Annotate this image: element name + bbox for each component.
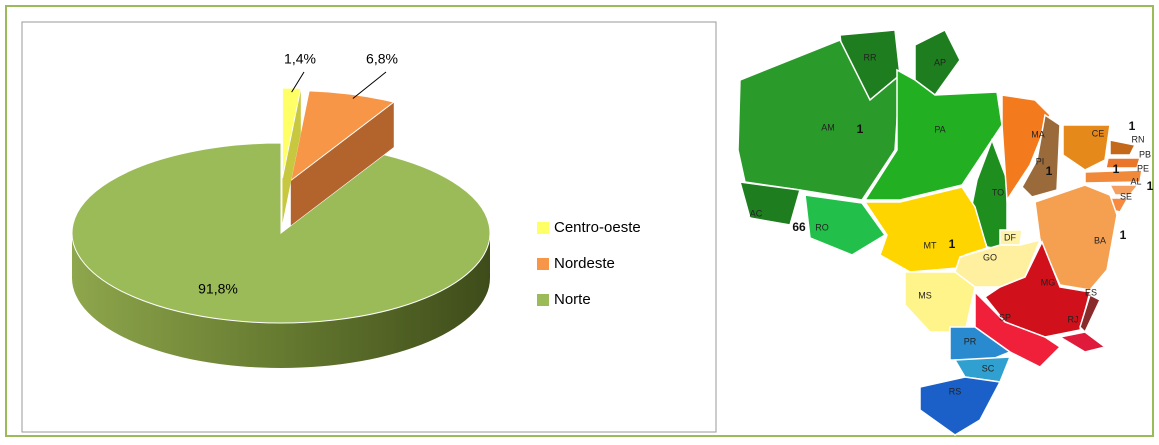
state-label: MS: [918, 290, 932, 300]
leader-line: [352, 71, 387, 99]
pie-side: [72, 233, 490, 368]
state: [738, 181, 801, 226]
state-label: SP: [999, 312, 1011, 322]
state: [1105, 157, 1142, 169]
state: [949, 326, 1012, 361]
state-label: GO: [983, 252, 997, 262]
data-label: 91,8%: [198, 281, 238, 297]
state-label: RR: [864, 52, 877, 62]
state-label: AP: [934, 57, 946, 67]
state-label: PE: [1137, 163, 1149, 173]
state-label: ES: [1085, 287, 1097, 297]
state-label: AL: [1130, 176, 1141, 186]
state-count: 66: [792, 220, 806, 234]
state-count: 1: [1147, 179, 1154, 193]
state: [904, 271, 976, 333]
state-count: 1: [1113, 162, 1120, 176]
state-label: SC: [982, 363, 995, 373]
state: [804, 194, 887, 256]
state: [1057, 331, 1107, 353]
state-label: PR: [964, 336, 977, 346]
state-count: 1: [949, 237, 956, 251]
legend-swatch: [537, 222, 549, 234]
state-count: 1: [1129, 119, 1136, 133]
state-label: PB: [1139, 149, 1151, 159]
data-label: 1,4%: [284, 51, 316, 67]
state: [1001, 94, 1051, 203]
state-count: 1: [1120, 228, 1127, 242]
state: [1084, 169, 1143, 184]
state-label: MG: [1041, 277, 1056, 287]
state-label: TO: [992, 187, 1004, 197]
pie-slice: [71, 142, 491, 324]
state-label: MA: [1031, 129, 1045, 139]
state-label: RN: [1132, 134, 1145, 144]
state: [914, 28, 961, 97]
state-label: RS: [949, 386, 962, 396]
state-label: PA: [934, 124, 945, 134]
state: [1021, 113, 1061, 198]
state-count: 1: [857, 122, 864, 136]
pie-edge: [282, 88, 301, 224]
state: [863, 68, 1003, 201]
legend-label: Norte: [554, 291, 591, 308]
state-count: 1: [1046, 164, 1053, 178]
legend-label: Centro-oeste: [554, 219, 641, 236]
legend-label: Nordeste: [554, 255, 615, 272]
state-label: SE: [1120, 191, 1132, 201]
page-frame: [5, 5, 1154, 437]
state: [737, 39, 901, 201]
state-label: RJ: [1068, 314, 1079, 324]
state-label: RO: [815, 222, 829, 232]
data-label: 6,8%: [366, 51, 398, 67]
state-label: CE: [1092, 128, 1105, 138]
legend-swatch: [537, 294, 549, 306]
pie-edge: [290, 102, 394, 226]
state-label: MT: [924, 240, 937, 250]
state: [1108, 184, 1140, 196]
leader-line: [291, 71, 305, 93]
state-label: PI: [1036, 156, 1045, 166]
state-label: DF: [1004, 232, 1016, 242]
state: [1109, 139, 1137, 156]
legend-swatch: [537, 258, 549, 270]
pie-chart: 91,8% 6,8% 1,4% Centro-oeste Nordeste Norte: [71, 51, 641, 368]
pie-slice: [290, 90, 395, 182]
state: [919, 376, 1002, 436]
pie-slice: [281, 87, 302, 179]
state-label: AM: [821, 122, 835, 132]
state-label: BA: [1094, 235, 1106, 245]
state: [1062, 124, 1111, 171]
state-label: AC: [750, 208, 763, 218]
